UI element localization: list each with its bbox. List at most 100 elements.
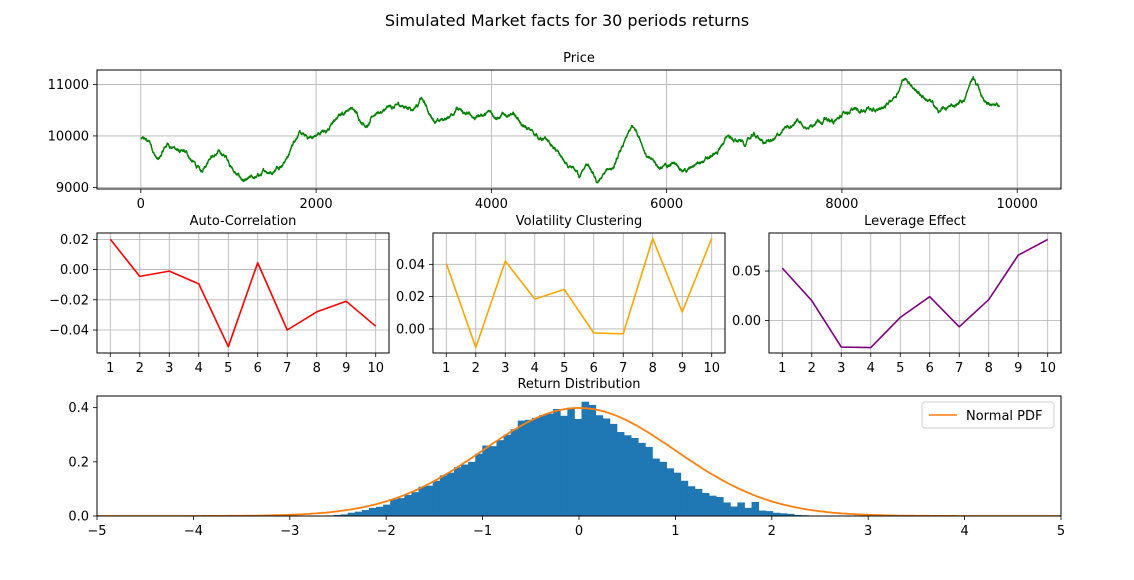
histogram-bar [758, 510, 767, 516]
histogram-bar [567, 407, 575, 516]
histogram-bar [340, 514, 349, 516]
returns-bars [326, 401, 816, 516]
histogram-bar [333, 514, 342, 516]
autocorr-xtick-label: 1 [106, 361, 114, 376]
histogram-bar [453, 467, 462, 516]
histogram-bar [411, 492, 419, 516]
leverage-axes-frame [768, 232, 1062, 354]
volclust-panel: 1 2 3 4 5 6 7 8 9 10 0.04 0.02 0.00 Volatility Clust… [396, 214, 726, 376]
returns-xtick-label: 0 [575, 524, 583, 539]
returns-xtick-label: 5 [1057, 524, 1065, 539]
autocorr-xtick-label: 3 [165, 361, 173, 376]
histogram-bar [794, 514, 802, 516]
autocorr-xtick-label: 9 [342, 361, 350, 376]
autocorr-title: Auto-Correlation [190, 214, 297, 229]
leverage-xtick-label: 8 [985, 361, 993, 376]
histogram-bar [673, 472, 682, 516]
histogram-bar [553, 409, 561, 516]
autocorr-ytick-label: 0.02 [60, 233, 89, 248]
histogram-bar [659, 461, 667, 516]
autocorr-xtick-label: 4 [195, 361, 203, 376]
histogram-bar [418, 486, 427, 516]
volclust-xtick-label: 4 [531, 361, 539, 376]
histogram-bar [602, 418, 611, 516]
price-title: Price [563, 51, 595, 66]
returns-xtick-label: −2 [377, 524, 396, 539]
price-series-line [140, 75, 1001, 184]
leverage-ticks: 1 2 3 4 5 6 7 8 9 10 0.05 0.00 [732, 265, 1056, 376]
volclust-plot-area [445, 237, 713, 349]
histogram-bar [666, 468, 675, 516]
returns-xtick-label: 2 [768, 524, 776, 539]
leverage-ytick-label: 0.05 [732, 265, 761, 280]
histogram-bar [489, 446, 497, 516]
returns-xtick-label: −5 [87, 524, 106, 539]
returns-xtick-label: −4 [184, 524, 203, 539]
histogram-bar [694, 488, 703, 516]
volclust-title: Volatility Clustering [516, 214, 643, 229]
price-xtick-label: 2000 [300, 197, 333, 212]
price-xtick-label: 4000 [475, 197, 508, 212]
volclust-series-line [445, 237, 713, 349]
volclust-ticks: 1 2 3 4 5 6 7 8 9 10 0.04 0.02 0.00 [396, 258, 720, 376]
histogram-bar [368, 507, 377, 516]
price-ytick-label: 9000 [56, 181, 89, 196]
returns-xtick-label: 1 [671, 524, 679, 539]
autocorr-axes-frame [96, 232, 390, 354]
histogram-bar [432, 480, 441, 516]
histogram-bar [347, 512, 356, 516]
returns-ticks: −5 −4 −3 −2 −1 0 1 2 3 4 5 0.0 0.2 0.4 [68, 401, 1065, 539]
price-xtick-label: 6000 [650, 197, 683, 212]
histogram-bar [772, 512, 781, 516]
autocorr-xtick-label: 5 [224, 361, 232, 376]
volclust-xtick-label: 6 [590, 361, 598, 376]
volclust-xtick-label: 2 [472, 361, 480, 376]
histogram-bar [510, 429, 519, 516]
autocorr-ytick-label: −0.04 [49, 324, 89, 339]
price-grid [97, 70, 1061, 189]
histogram-bar [531, 417, 540, 516]
price-ytick-label: 10000 [48, 129, 89, 144]
autocorr-plot-area [109, 238, 377, 348]
leverage-title: Leverage Effect [864, 214, 966, 229]
returns-legend: Normal PDF [921, 401, 1055, 429]
leverage-xtick-label: 6 [926, 361, 934, 376]
volclust-ytick-label: 0.02 [396, 290, 425, 305]
histogram-bar [425, 485, 434, 516]
volclust-axes-frame [432, 232, 726, 354]
volclust-xtick-label: 9 [678, 361, 686, 376]
autocorr-xtick-label: 8 [313, 361, 321, 376]
histogram-bar [560, 415, 568, 516]
leverage-xtick-label: 1 [778, 361, 786, 376]
histogram-bar [439, 475, 448, 516]
histogram-bar [744, 507, 752, 516]
histogram-bar [701, 492, 710, 516]
price-plot-area [140, 75, 1001, 184]
volclust-xtick-label: 7 [619, 361, 627, 376]
histogram-bar [581, 401, 589, 516]
autocorr-xtick-label: 10 [367, 361, 384, 376]
price-xtick-label: 0 [137, 197, 145, 212]
leverage-xtick-label: 5 [896, 361, 904, 376]
legend-box [921, 401, 1055, 429]
legend-label: Normal PDF [966, 409, 1043, 424]
leverage-xtick-label: 3 [837, 361, 845, 376]
histogram-bar [595, 415, 604, 516]
histogram-bar [524, 419, 533, 516]
histogram-bar [468, 461, 476, 516]
leverage-ytick-label: 0.00 [732, 314, 761, 329]
histogram-bar [779, 513, 788, 516]
histogram-bar [475, 453, 483, 516]
volclust-xtick-label: 1 [442, 361, 450, 376]
histogram-bar [361, 510, 370, 516]
histogram-bar [446, 472, 455, 516]
returns-ytick-label: 0.4 [68, 401, 89, 416]
histogram-bar [624, 435, 632, 516]
histogram-bar [546, 413, 554, 516]
leverage-plot-area [781, 238, 1049, 349]
price-axes-frame [96, 69, 1062, 190]
histogram-bar [461, 464, 469, 516]
leverage-xtick-label: 10 [1039, 361, 1056, 376]
autocorr-ytick-label: 0.00 [60, 263, 89, 278]
